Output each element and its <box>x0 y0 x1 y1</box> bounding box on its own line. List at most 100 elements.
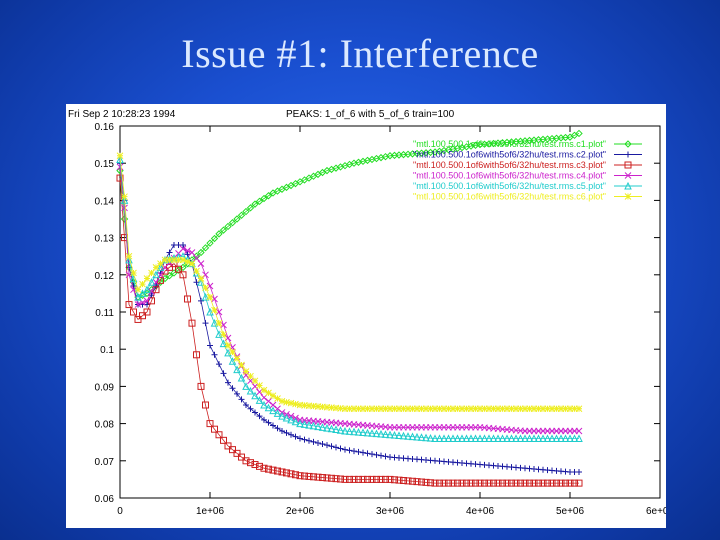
series-point <box>369 451 375 458</box>
series-point <box>229 348 236 356</box>
series-point <box>255 396 264 404</box>
series-point <box>328 474 335 482</box>
series-point <box>197 248 205 257</box>
x-tick-label: 0 <box>117 506 123 517</box>
series-point <box>261 416 267 423</box>
series-point <box>202 320 209 327</box>
series-point <box>485 405 493 413</box>
series-point <box>139 312 146 320</box>
series-point <box>148 269 155 277</box>
series-point <box>445 405 452 413</box>
series-line <box>119 163 579 473</box>
series-point <box>503 434 511 442</box>
y-tick-label: 0.14 <box>95 196 115 207</box>
plot-timestamp: Fri Sep 2 10:28:23 1994 <box>68 109 176 120</box>
series-point <box>251 391 259 400</box>
series-point <box>179 245 187 253</box>
x-tick-label: 6e+06 <box>646 506 666 517</box>
series-point <box>229 446 236 454</box>
series-point <box>576 468 582 475</box>
series-point <box>273 409 282 417</box>
series-point <box>373 475 380 483</box>
series-point <box>395 431 403 440</box>
series-point <box>363 428 372 437</box>
series-point <box>130 308 137 316</box>
y-tick-label: 0.11 <box>95 308 114 319</box>
series-point <box>355 405 362 413</box>
series-point <box>418 405 425 413</box>
series-point <box>143 285 151 294</box>
series-point <box>274 405 281 413</box>
series-point <box>125 255 133 264</box>
series-point <box>270 422 276 429</box>
series-point <box>543 434 552 442</box>
series-point <box>233 215 241 223</box>
series-point <box>399 431 408 440</box>
plot-run-title: PEAKS: 1_of_6 with 5_of_6 train=100 <box>286 109 455 120</box>
series-point <box>314 403 322 410</box>
series-point <box>539 405 547 413</box>
series-point <box>242 207 250 216</box>
series-point <box>404 432 412 440</box>
series-point <box>215 230 223 238</box>
series-point <box>184 258 191 266</box>
series-point <box>301 436 308 443</box>
series-point <box>197 382 205 390</box>
series-point <box>435 434 444 442</box>
series-point <box>485 434 493 442</box>
series-point <box>323 423 331 432</box>
series-point <box>535 405 542 413</box>
series-point <box>219 339 228 348</box>
series-line <box>119 166 579 432</box>
series-point <box>260 386 268 394</box>
series-point <box>467 405 475 413</box>
legend-marker <box>624 140 632 148</box>
series-point <box>201 244 210 252</box>
series-point <box>508 479 515 487</box>
series-point <box>188 260 196 267</box>
series-point <box>530 405 538 413</box>
series-point <box>300 420 309 428</box>
series-point <box>476 479 484 487</box>
series-point <box>292 471 299 479</box>
series-point <box>341 475 349 483</box>
series-point <box>417 433 426 441</box>
series-point <box>490 405 497 413</box>
series-point <box>264 192 273 200</box>
series-point <box>278 468 286 476</box>
series-point <box>471 434 480 442</box>
series-c2 <box>117 160 582 475</box>
series-point <box>499 405 506 413</box>
series-point <box>566 405 574 413</box>
series-point <box>216 361 222 368</box>
series-point <box>170 256 178 264</box>
series-point <box>449 434 457 442</box>
series-point <box>395 476 403 484</box>
series-point <box>287 399 295 407</box>
series-point <box>202 271 209 279</box>
series-point <box>211 306 218 314</box>
series-point <box>251 200 259 208</box>
series-point <box>368 405 376 413</box>
series-point <box>463 479 470 487</box>
series-point <box>562 479 569 487</box>
series-point <box>332 425 340 434</box>
series-point <box>233 365 241 374</box>
series-point <box>539 479 547 487</box>
series-point <box>246 386 255 395</box>
series-point <box>409 477 416 485</box>
series-point <box>481 479 488 487</box>
series-point <box>310 438 317 445</box>
series-point <box>138 289 147 297</box>
series-point <box>256 413 263 420</box>
series-point <box>530 479 538 487</box>
series-point <box>198 297 204 304</box>
series-point <box>539 434 547 442</box>
series-point <box>575 129 583 138</box>
series-point <box>351 448 357 455</box>
series-point <box>395 405 403 413</box>
series-point <box>116 174 124 182</box>
series-point <box>327 424 336 433</box>
series-point <box>166 249 173 256</box>
series-point <box>498 434 507 442</box>
